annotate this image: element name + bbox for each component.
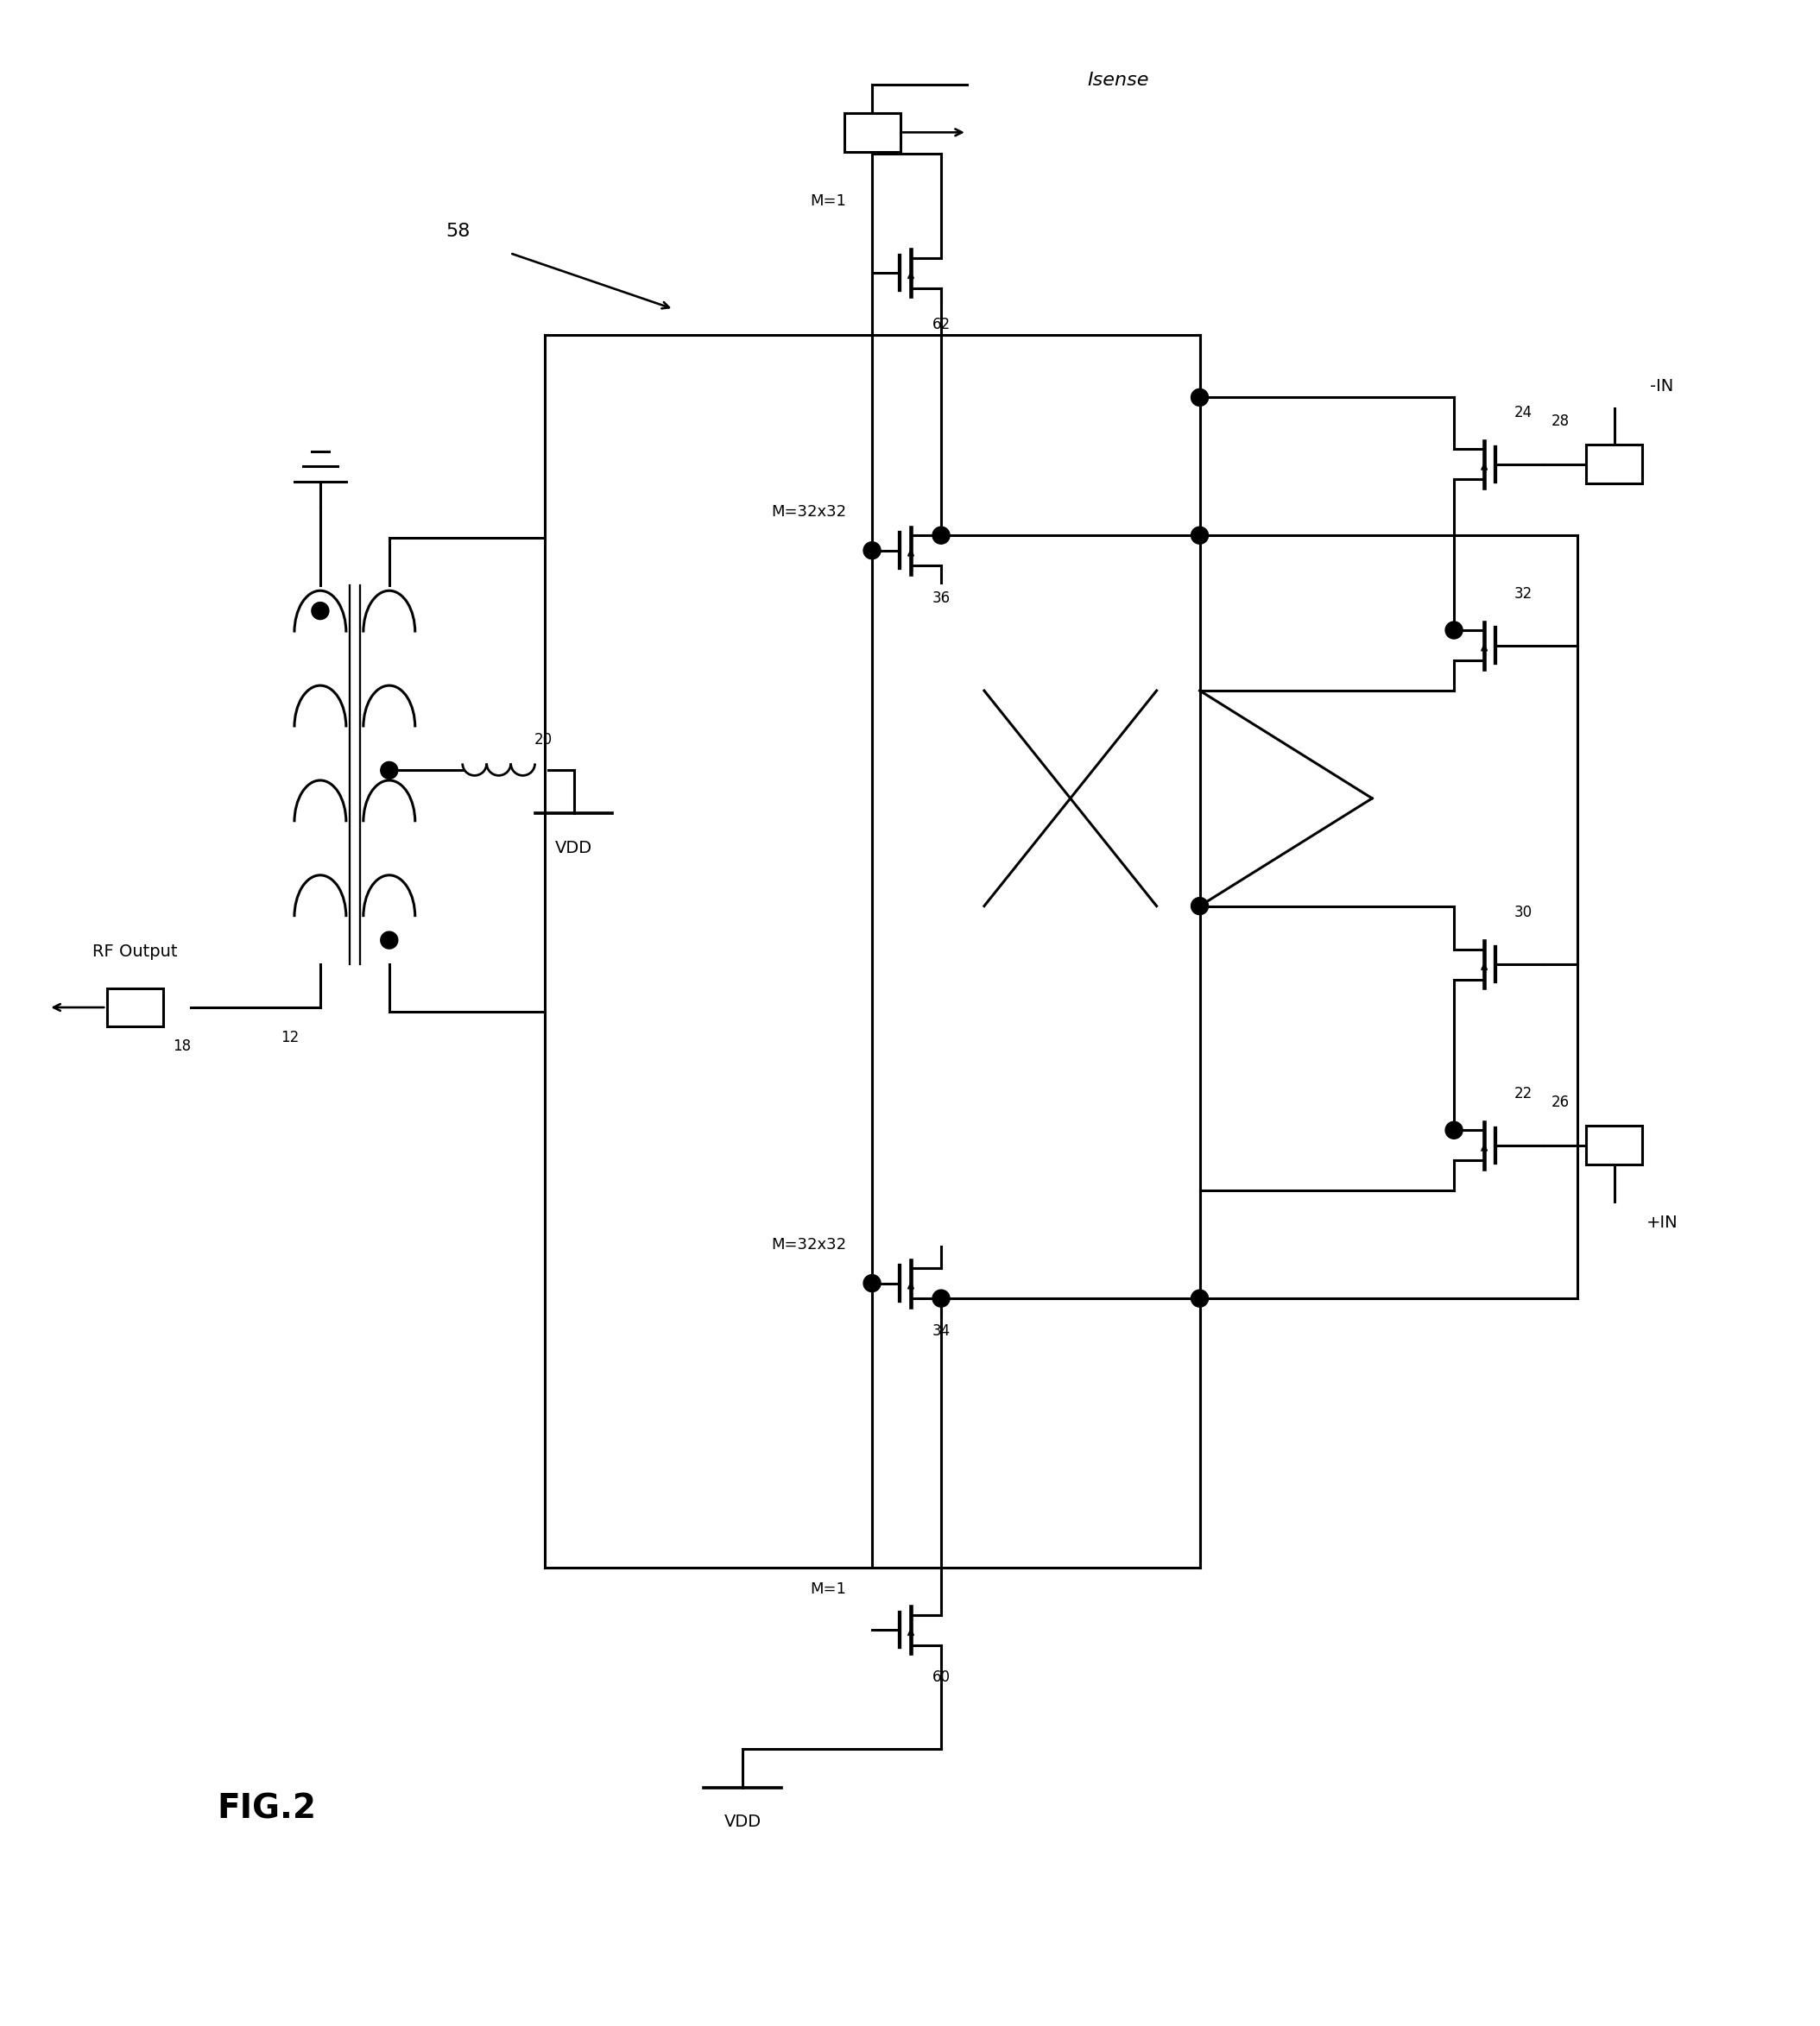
- Text: 62: 62: [932, 316, 950, 332]
- Text: 22: 22: [1514, 1086, 1532, 1102]
- Text: -IN: -IN: [1651, 379, 1674, 395]
- Text: +IN: +IN: [1645, 1216, 1678, 1232]
- Text: 20: 20: [535, 731, 553, 748]
- FancyBboxPatch shape: [107, 989, 162, 1027]
- Text: RF Output: RF Output: [93, 944, 177, 960]
- Circle shape: [1190, 527, 1208, 543]
- Text: 58: 58: [446, 223, 470, 241]
- Circle shape: [1190, 898, 1208, 914]
- Circle shape: [932, 1291, 950, 1307]
- Text: 30: 30: [1514, 906, 1532, 920]
- Circle shape: [863, 541, 881, 559]
- Text: VDD: VDD: [555, 839, 592, 857]
- Text: 28: 28: [1551, 413, 1569, 430]
- Circle shape: [1445, 622, 1463, 638]
- Text: 12: 12: [280, 1029, 298, 1045]
- Circle shape: [311, 602, 329, 620]
- FancyBboxPatch shape: [1587, 446, 1642, 484]
- Circle shape: [863, 1274, 881, 1293]
- Text: 32: 32: [1514, 586, 1532, 602]
- Text: 60: 60: [932, 1669, 950, 1686]
- Text: 24: 24: [1514, 405, 1532, 419]
- Text: VDD: VDD: [724, 1813, 761, 1829]
- Text: 36: 36: [932, 590, 950, 606]
- Circle shape: [380, 932, 399, 948]
- Text: M=32x32: M=32x32: [772, 504, 846, 519]
- Text: FIG.2: FIG.2: [217, 1793, 317, 1825]
- Circle shape: [380, 762, 399, 778]
- Text: 18: 18: [173, 1039, 191, 1054]
- FancyBboxPatch shape: [1587, 1126, 1642, 1165]
- Text: 26: 26: [1551, 1094, 1569, 1110]
- FancyBboxPatch shape: [844, 113, 901, 152]
- Text: M=1: M=1: [810, 1582, 846, 1596]
- Circle shape: [1190, 389, 1208, 405]
- Text: M=32x32: M=32x32: [772, 1236, 846, 1252]
- Text: Isense: Isense: [1088, 73, 1150, 89]
- Circle shape: [932, 527, 950, 543]
- Circle shape: [1445, 1122, 1463, 1139]
- Circle shape: [1190, 1291, 1208, 1307]
- Text: M=1: M=1: [810, 194, 846, 209]
- Text: 34: 34: [932, 1323, 950, 1339]
